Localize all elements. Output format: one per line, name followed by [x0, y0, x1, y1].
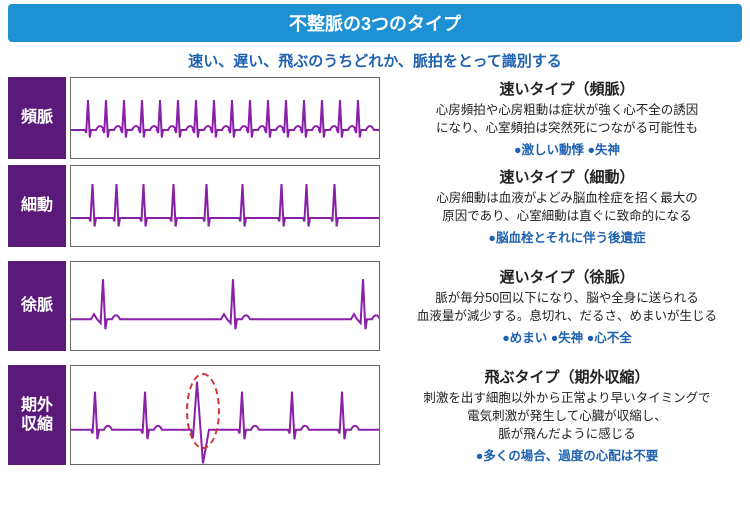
- arrhythmia-row: 頻脈 速いタイプ（頻脈）心房頻拍や心房粗動は症状が強く心不全の誘因になり、心室頻拍…: [8, 77, 742, 159]
- group-gap: [8, 357, 742, 365]
- desc-bullets: ●めまい ●失神 ●心不全: [392, 327, 742, 346]
- row-description: 遅いタイプ（徐脈）脈が毎分50回以下になり、脳や全身に送られる血液量が減少する。…: [380, 261, 742, 351]
- row-label: 期外収縮: [8, 365, 66, 465]
- desc-bullets: ●多くの場合、過度の心配は不要: [392, 445, 742, 464]
- desc-body: 心房細動は血液がよどみ脳血栓症を招く最大の原因であり、心室細動は直ぐに致命的にな…: [392, 189, 742, 225]
- ecg-waveform: [70, 261, 380, 351]
- arrhythmia-row: 細動 速いタイプ（細動）心房細動は血液がよどみ脳血栓症を招く最大の原因であり、心室…: [8, 165, 742, 247]
- row-label: 徐脈: [8, 261, 66, 351]
- ecg-waveform: [70, 77, 380, 159]
- row-description: 速いタイプ（頻脈）心房頻拍や心房粗動は症状が強く心不全の誘因になり、心室頻拍は突…: [380, 77, 742, 159]
- ecg-waveform: [70, 365, 380, 465]
- desc-title: 速いタイプ（細動）: [392, 166, 742, 187]
- desc-body: 脈が毎分50回以下になり、脳や全身に送られる血液量が減少する。息切れ、だるさ、め…: [392, 289, 742, 325]
- row-label: 頻脈: [8, 77, 66, 159]
- row-description: 速いタイプ（細動）心房細動は血液がよどみ脳血栓症を招く最大の原因であり、心室細動…: [380, 165, 742, 247]
- desc-title: 遅いタイプ（徐脈）: [392, 266, 742, 287]
- row-description: 飛ぶタイプ（期外収縮）刺激を出す細胞以外から正常より早いタイミングで電気刺激が発…: [380, 365, 742, 465]
- arrhythmia-row: 徐脈 遅いタイプ（徐脈）脈が毎分50回以下になり、脳や全身に送られる血液量が減少す…: [8, 261, 742, 351]
- desc-body: 心房頻拍や心房粗動は症状が強く心不全の誘因になり、心室頻拍は突然死につながる可能…: [392, 101, 742, 137]
- rows-container: 頻脈 速いタイプ（頻脈）心房頻拍や心房粗動は症状が強く心不全の誘因になり、心室頻拍…: [0, 77, 750, 465]
- group-gap: [8, 253, 742, 261]
- desc-bullets: ●激しい動悸 ●失神: [392, 139, 742, 158]
- desc-title: 飛ぶタイプ（期外収縮）: [392, 366, 742, 387]
- header-bar: 不整脈の3つのタイプ: [8, 4, 742, 42]
- subtitle: 速い、遅い、飛ぶのうちどれか、脈拍をとって識別する: [0, 42, 750, 77]
- row-label: 細動: [8, 165, 66, 247]
- ecg-waveform: [70, 165, 380, 247]
- arrhythmia-row: 期外収縮 飛ぶタイプ（期外収縮）刺激を出す細胞以外から正常より早いタイミングで電気…: [8, 365, 742, 465]
- desc-bullets: ●脳血栓とそれに伴う後遺症: [392, 227, 742, 246]
- desc-body: 刺激を出す細胞以外から正常より早いタイミングで電気刺激が発生して心臓が収縮し、脈…: [392, 389, 742, 443]
- desc-title: 速いタイプ（頻脈）: [392, 78, 742, 99]
